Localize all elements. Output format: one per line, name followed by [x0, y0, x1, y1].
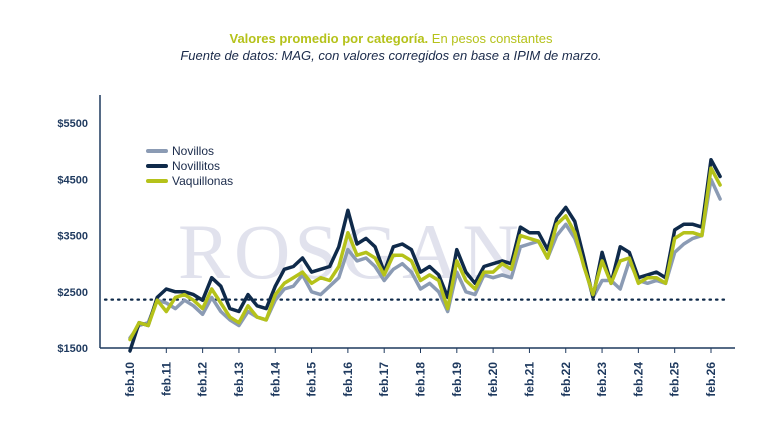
series-line-novillitos: [128, 157, 722, 353]
legend-label-novillos: Novillos: [172, 144, 214, 158]
x-tick-label: feb.19: [450, 362, 464, 397]
x-tick-label: feb.17: [377, 362, 391, 397]
x-tick-label: feb.18: [414, 362, 428, 397]
x-tick-label: feb.22: [559, 362, 573, 397]
y-tick-label: $4500: [57, 174, 88, 186]
y-tick-label: $3500: [57, 231, 88, 243]
x-tick-label: feb.23: [595, 362, 609, 397]
x-tick-label: feb.26: [704, 362, 718, 397]
chart-title-rest: En pesos constantes: [428, 31, 553, 46]
chart-header: Valores promedio por categoría. En pesos…: [0, 30, 782, 64]
chart-subtitle: Fuente de datos: MAG, con valores correg…: [180, 48, 602, 63]
series-group: [128, 157, 722, 353]
x-tick-label: feb.15: [305, 362, 319, 397]
chart-title: Valores promedio por categoría. En pesos…: [0, 30, 782, 47]
x-tick-label: feb.16: [341, 362, 355, 397]
x-tick-label: feb.14: [268, 362, 282, 397]
legend-label-novillitos: Novillitos: [172, 159, 220, 173]
x-tick-label: feb.21: [522, 362, 536, 397]
x-tick-label: feb.12: [196, 362, 210, 397]
x-tick-label: feb.11: [159, 362, 173, 396]
series-line-novillos: [128, 177, 722, 340]
x-tick-label: feb.20: [486, 362, 500, 397]
x-tick-label: feb.25: [668, 362, 682, 397]
y-tick-label: $5500: [57, 118, 88, 130]
x-tick-label: feb.24: [631, 362, 645, 397]
axes: $1500 $2500 $3500 $4500 $5500 feb.10 feb.11 feb…: [57, 95, 735, 397]
chart-title-bold: Valores promedio por categoría.: [229, 31, 429, 46]
y-tick-label: $2500: [57, 287, 88, 299]
series-line-vaquillonas: [128, 166, 722, 342]
legend-label-vaquillonas: Vaquillonas: [172, 174, 233, 188]
y-tick-label: $1500: [57, 343, 88, 355]
x-tick-label: feb.13: [232, 362, 246, 397]
x-tick-label: feb.10: [123, 362, 137, 397]
